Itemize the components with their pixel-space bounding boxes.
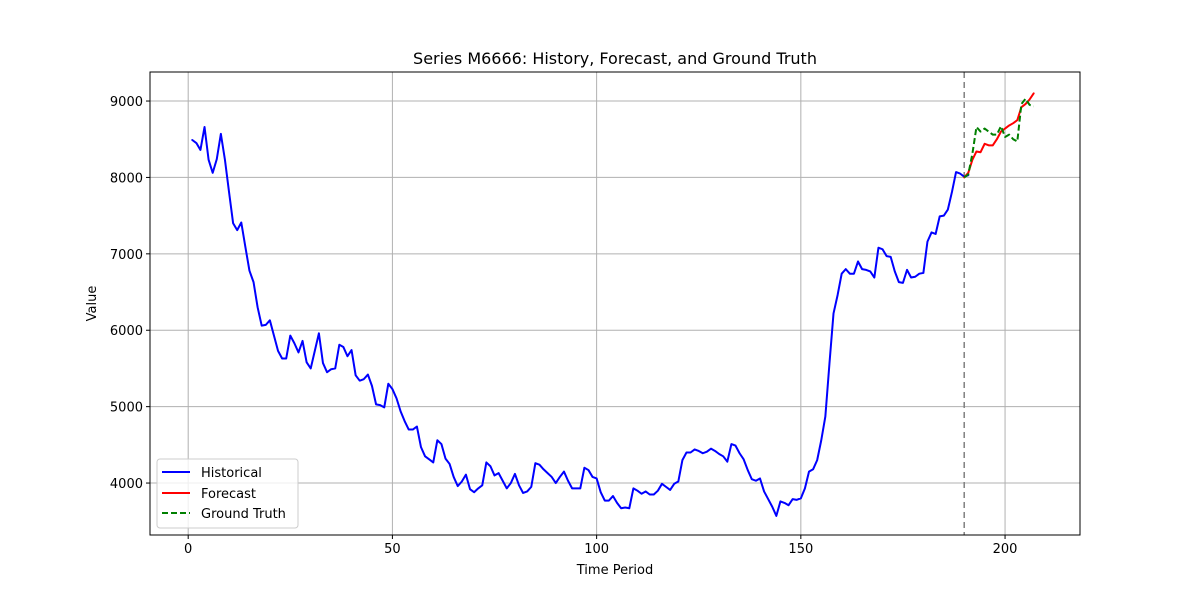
x-tick-label: 100 (584, 542, 609, 557)
x-tick-label: 0 (184, 542, 192, 557)
legend: Historical Forecast Ground Truth (156, 458, 299, 529)
x-tick-label: 150 (788, 542, 813, 557)
axis-ticks: 0 50 100 150 200 4000 5000 6000 7000 8000 9000 (110, 95, 1018, 557)
plot-area-frame (149, 71, 1081, 536)
series-lines (191, 92, 1035, 517)
y-axis-label: Value (85, 286, 100, 322)
x-tick-label: 200 (993, 542, 1018, 557)
y-tick-label: 8000 (110, 171, 143, 186)
series-line-forecast (963, 92, 1035, 179)
y-tick-label: 9000 (110, 95, 143, 110)
legend-box (156, 458, 299, 529)
legend-label-ground-truth: Ground Truth (201, 507, 286, 522)
x-tick-label: 50 (384, 542, 401, 557)
y-tick-label: 7000 (110, 248, 143, 263)
legend-label-forecast: Forecast (201, 487, 256, 502)
y-tick-label: 4000 (110, 477, 143, 492)
series-line-ground-truth (963, 97, 1034, 179)
grid-lines (150, 72, 1080, 535)
legend-label-historical: Historical (201, 466, 262, 481)
y-tick-label: 5000 (110, 401, 143, 416)
chart-title: Series M6666: History, Forecast, and Gro… (413, 49, 817, 68)
y-tick-label: 6000 (110, 324, 143, 339)
x-axis-label: Time Period (576, 563, 653, 578)
series-line-historical (191, 126, 970, 517)
